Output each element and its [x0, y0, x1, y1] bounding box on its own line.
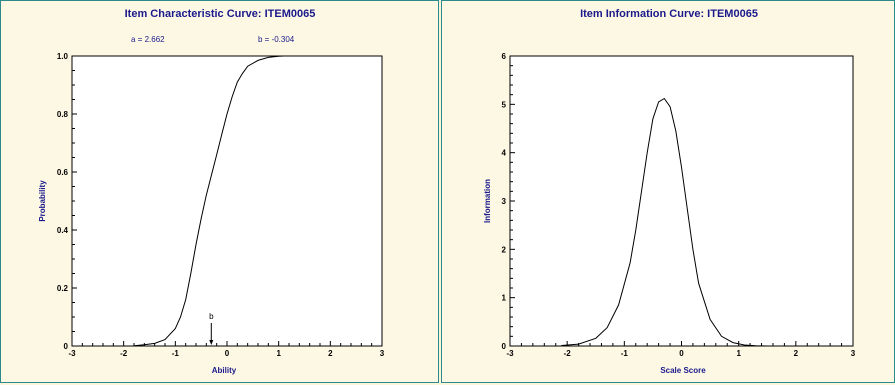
icc-panel: Item Characteristic Curve: ITEM0065 a = … — [0, 0, 439, 383]
icc-chart: Item Characteristic Curve: ITEM0065 a = … — [38, 8, 385, 375]
icc-plot-area — [71, 55, 383, 347]
iic-x-tick-label: -1 — [621, 349, 629, 358]
iic-y-tick-label: 1 — [502, 294, 507, 303]
iic-title: Item Information Curve: ITEM0065 — [580, 8, 758, 20]
icc-y-tick-label: 0.2 — [57, 284, 69, 293]
icc-b-param: b = -0.304 — [258, 35, 295, 44]
icc-y-tick-label: 0 — [64, 342, 69, 351]
iic-y-label: Information — [483, 179, 492, 223]
icc-x-label: Ability — [212, 366, 237, 375]
iic-x-tick-label: -3 — [506, 349, 514, 358]
icc-y-tick-label: 0.8 — [57, 110, 69, 119]
iic-x-tick-label: 3 — [851, 349, 856, 358]
iic-plot-area — [509, 55, 854, 347]
iic-x-tick-label: 2 — [794, 349, 799, 358]
icc-x-tick-label: 0 — [225, 349, 230, 358]
iic-y-tick-label: 5 — [502, 100, 507, 109]
icc-a-param: a = 2.662 — [131, 35, 165, 44]
iic-x-tick-label: -2 — [564, 349, 572, 358]
icc-y-tick-label: 0.4 — [57, 226, 69, 235]
icc-x-tick-label: -1 — [172, 349, 180, 358]
icc-title: Item Characteristic Curve: ITEM0065 — [125, 8, 316, 20]
iic-x-tick-label: 0 — [679, 349, 684, 358]
icc-x-tick-label: 3 — [380, 349, 385, 358]
icc-x-tick-label: -2 — [120, 349, 128, 358]
icc-y-label: Probability — [38, 180, 47, 222]
iic-y-tick-label: 4 — [502, 149, 507, 158]
iic-curve — [561, 97, 768, 347]
iic-y-tick-label: 0 — [502, 342, 507, 351]
iic-y-tick-label: 3 — [502, 197, 507, 206]
icc-x-tick-label: 1 — [276, 349, 281, 358]
icc-y-tick-label: 1.0 — [57, 52, 69, 61]
iic-y-tick-label: 6 — [502, 52, 507, 61]
iic-x-label: Scale Score — [660, 366, 706, 375]
iic-chart: Item Information Curve: ITEM0065 Scale S… — [483, 8, 856, 375]
icc-x-tick-label: 2 — [328, 349, 333, 358]
icc-b-marker-label: b — [209, 312, 214, 321]
iic-y-tick-label: 2 — [502, 245, 507, 254]
icc-x-tick-label: -3 — [68, 349, 76, 358]
icc-y-tick-label: 0.6 — [57, 168, 69, 177]
iic-x-tick-label: 1 — [736, 349, 741, 358]
iic-panel: Item Information Curve: ITEM0065 Scale S… — [441, 0, 895, 383]
icc-curve — [133, 55, 284, 347]
icc-b-marker-arrow — [209, 340, 214, 345]
